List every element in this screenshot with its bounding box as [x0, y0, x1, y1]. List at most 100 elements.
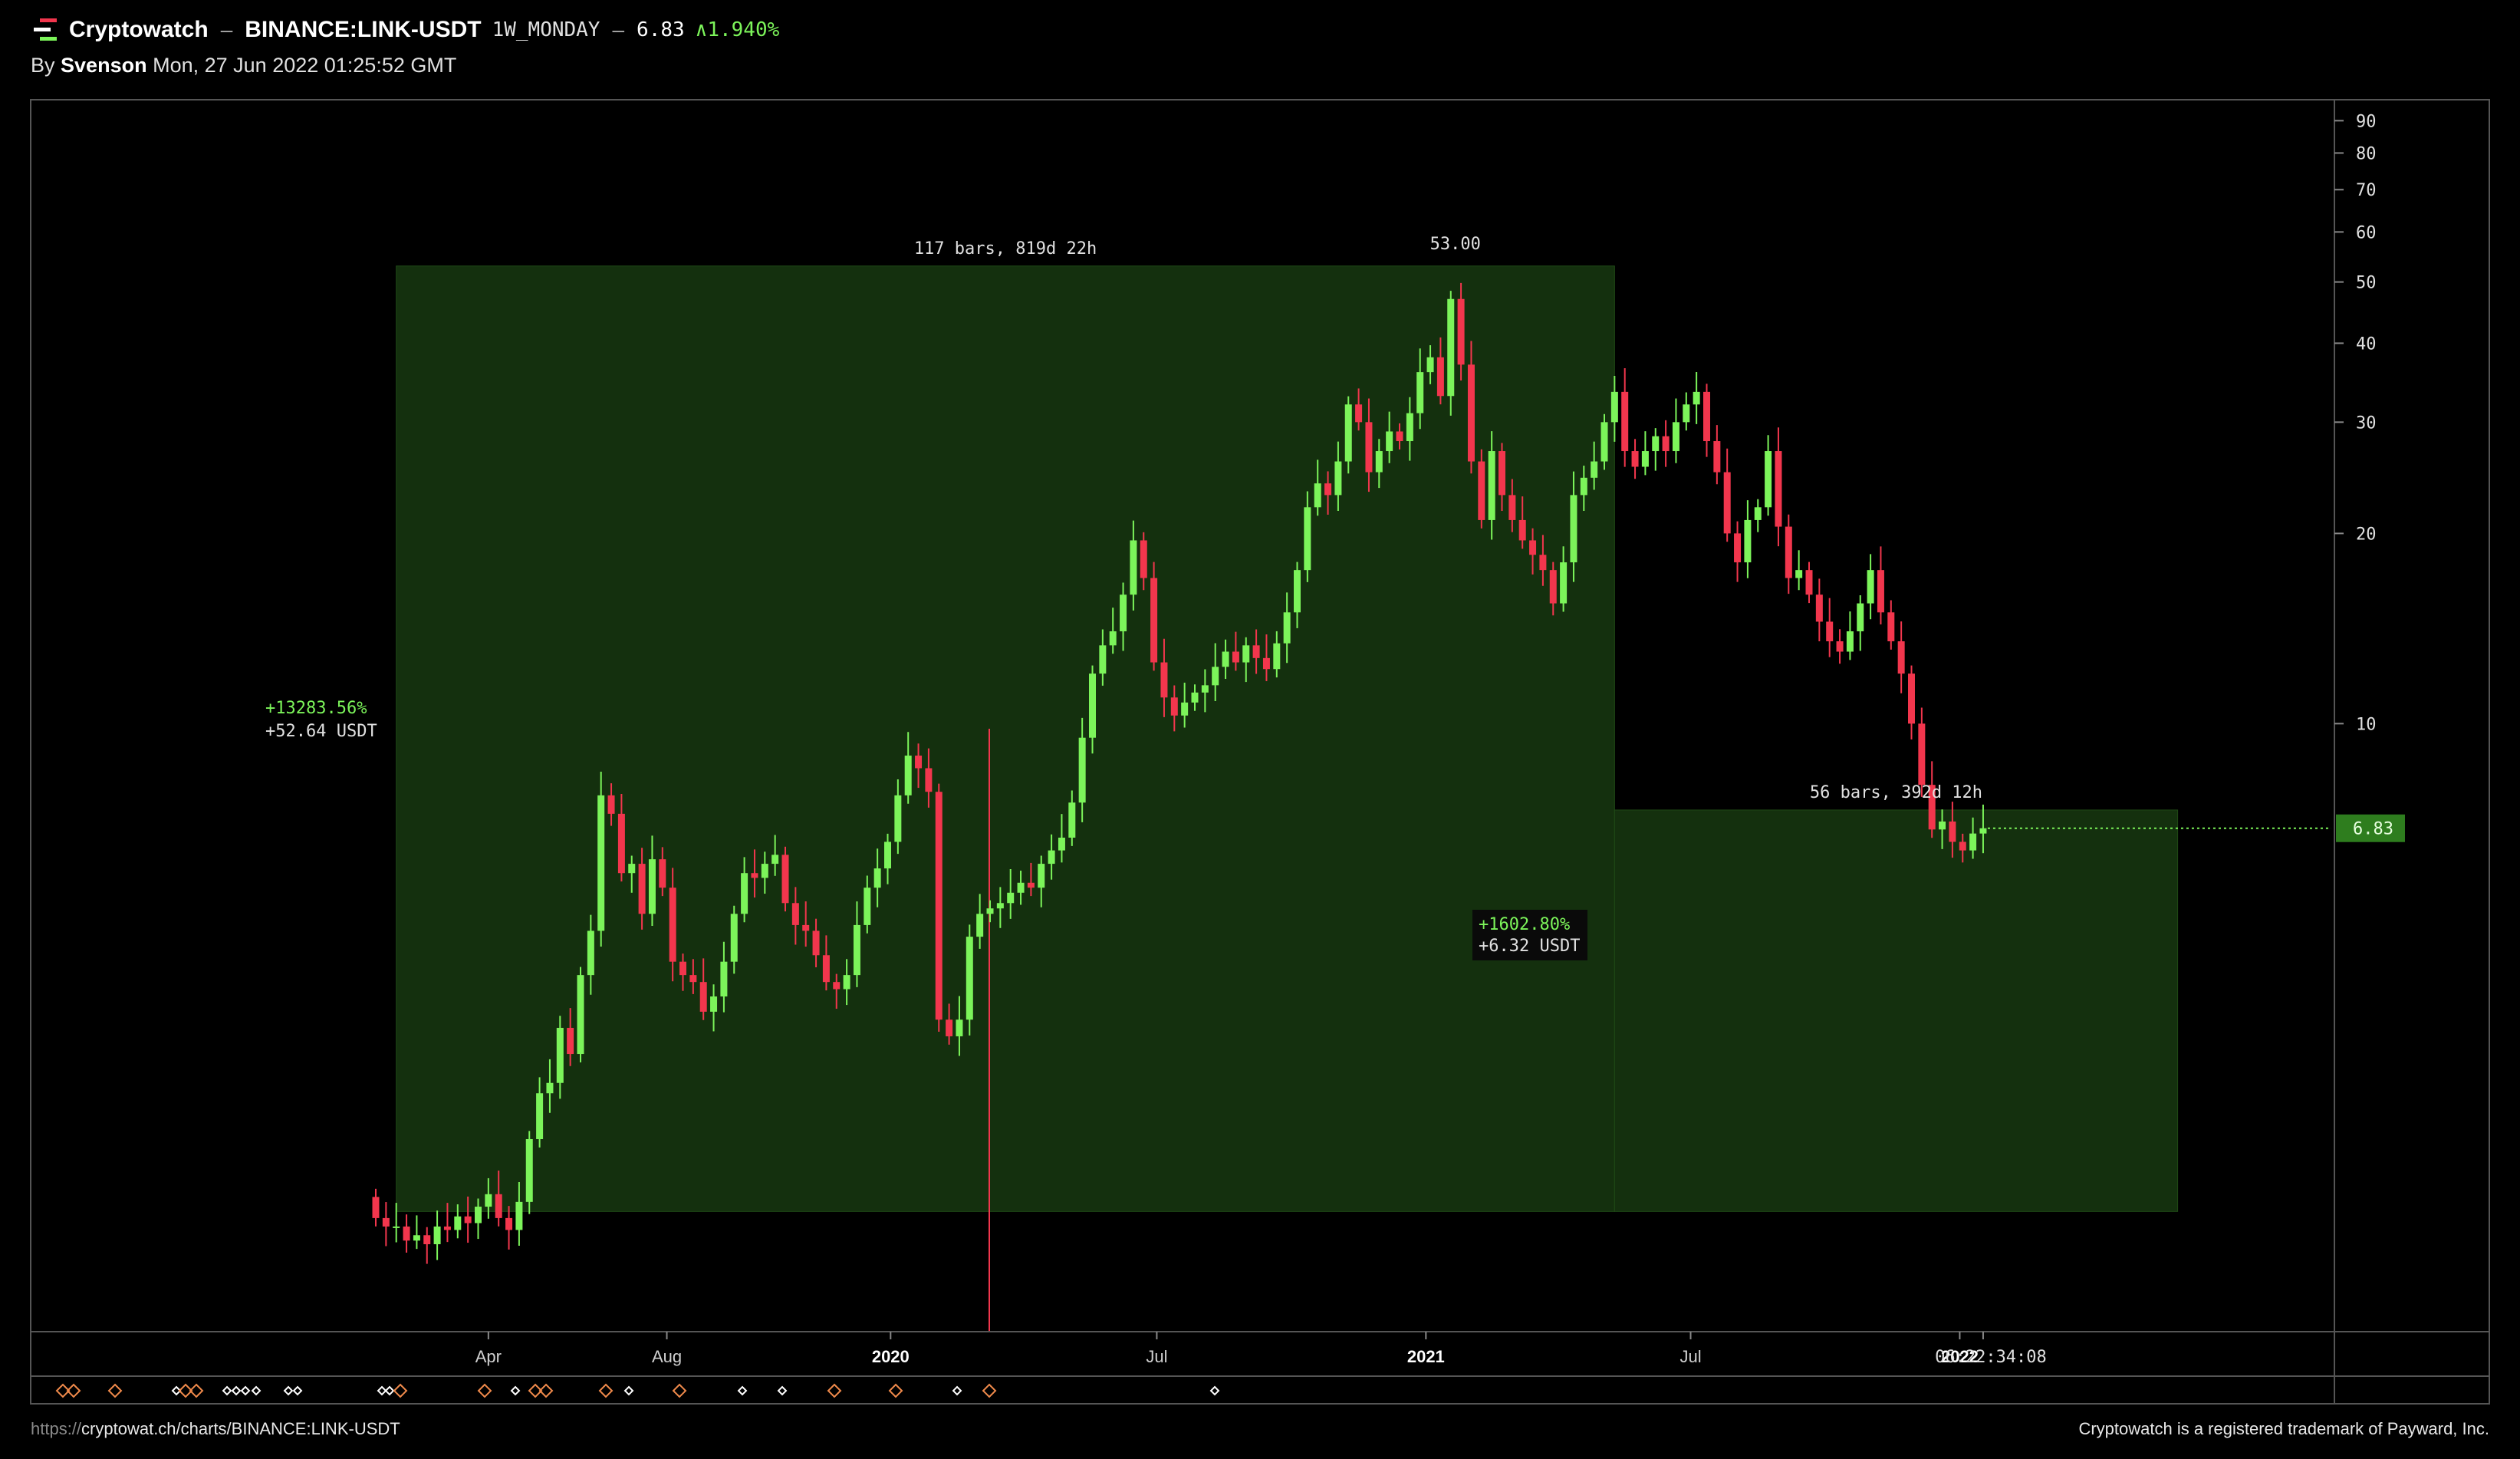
- candle-body: [669, 888, 676, 962]
- trademark-notice: Cryptowatch is a registered trademark of…: [2078, 1419, 2489, 1438]
- candle-body: [1334, 461, 1342, 496]
- price-change: ∧1.940%: [695, 18, 780, 41]
- candle-body: [1109, 631, 1117, 646]
- candle-body: [1232, 651, 1239, 663]
- event-marker-icon[interactable]: [384, 1385, 395, 1396]
- candle-body: [1723, 472, 1731, 534]
- x-tick-label: Jul: [1679, 1347, 1701, 1366]
- event-marker-icon[interactable]: [292, 1385, 303, 1396]
- candle-body: [679, 961, 686, 976]
- candle-body: [833, 982, 841, 990]
- candle-body: [1252, 645, 1260, 658]
- y-tick-label: 80: [2356, 144, 2377, 163]
- event-marker-icon[interactable]: [283, 1385, 294, 1396]
- candle-body: [1610, 391, 1618, 423]
- event-marker-icon[interactable]: [66, 1383, 81, 1398]
- candle-body: [710, 996, 718, 1012]
- candle-body: [1027, 882, 1035, 888]
- event-marker-icon[interactable]: [528, 1383, 543, 1398]
- event-marker-icon[interactable]: [737, 1385, 748, 1396]
- candle-body: [904, 756, 912, 795]
- event-marker-icon[interactable]: [538, 1383, 554, 1398]
- candle-body: [1304, 507, 1311, 571]
- y-tick-label: 90: [2356, 112, 2377, 131]
- candle-body: [1508, 495, 1516, 520]
- event-marker-icon[interactable]: [477, 1383, 492, 1398]
- candle-body: [1355, 404, 1363, 423]
- peak-price-label: 53.00: [1430, 235, 1481, 254]
- event-marker-icon[interactable]: [952, 1385, 962, 1396]
- candle-body: [1048, 850, 1055, 865]
- candle-body: [1099, 645, 1107, 674]
- market-pair: BINANCE:LINK-USDT: [245, 17, 482, 42]
- header-separator: –: [220, 18, 233, 41]
- chart-header: Cryptowatch – BINANCE:LINK-USDT 1W_MONDA…: [31, 11, 779, 49]
- y-tick-label: 10: [2356, 715, 2377, 734]
- candle-body: [597, 795, 605, 931]
- event-marker-icon[interactable]: [171, 1385, 182, 1396]
- candle-body: [1314, 483, 1321, 508]
- candle-body: [915, 756, 923, 769]
- publish-date: Mon, 27 Jun 2022 01:25:52 GMT: [153, 54, 457, 77]
- event-markers[interactable]: [55, 1383, 1220, 1398]
- event-marker-icon[interactable]: [231, 1385, 242, 1396]
- candle-body: [1191, 692, 1199, 703]
- event-marker-icon[interactable]: [222, 1385, 232, 1396]
- candle-body: [1683, 404, 1690, 423]
- brand-name[interactable]: Cryptowatch: [69, 17, 209, 42]
- event-marker-icon[interactable]: [827, 1383, 842, 1398]
- candle-body: [1130, 540, 1137, 595]
- candle-body: [946, 1019, 953, 1036]
- event-marker-icon[interactable]: [672, 1383, 687, 1398]
- candle-body: [935, 792, 943, 1020]
- event-marker-icon[interactable]: [55, 1383, 71, 1398]
- range-1-abs-label: +52.64 USDT: [265, 722, 377, 741]
- candle-body: [761, 864, 768, 878]
- event-marker-icon[interactable]: [598, 1383, 614, 1398]
- event-marker-icon[interactable]: [888, 1383, 903, 1398]
- event-marker-icon[interactable]: [393, 1383, 408, 1398]
- event-marker-icon[interactable]: [251, 1385, 262, 1396]
- candle-body: [1560, 562, 1568, 604]
- event-marker-icon[interactable]: [1209, 1385, 1220, 1396]
- candle-body: [443, 1226, 451, 1230]
- event-marker-icon[interactable]: [178, 1383, 193, 1398]
- range-1-pct-label: +13283.56%: [265, 699, 367, 718]
- candle-body: [1867, 570, 1874, 604]
- candle-body: [659, 859, 666, 888]
- candle-body: [423, 1235, 431, 1244]
- event-marker-icon[interactable]: [510, 1385, 521, 1396]
- event-marker-icon[interactable]: [240, 1385, 251, 1396]
- candle-body: [1600, 422, 1608, 462]
- x-tick-label: 2022: [1941, 1347, 1979, 1366]
- event-marker-icon[interactable]: [189, 1383, 204, 1398]
- event-marker-icon[interactable]: [982, 1383, 997, 1398]
- candle-body: [1170, 697, 1178, 716]
- event-marker-icon[interactable]: [377, 1385, 387, 1396]
- candle-body: [1908, 674, 1915, 724]
- candle-body: [1836, 641, 1844, 652]
- candle-body: [1815, 594, 1823, 622]
- candle-body: [1621, 391, 1629, 452]
- candle-body: [843, 975, 850, 990]
- candle-body: [607, 795, 615, 814]
- event-marker-icon[interactable]: [777, 1385, 788, 1396]
- candle-body: [1857, 603, 1864, 631]
- candle-body: [577, 975, 584, 1055]
- candle-body: [1580, 477, 1587, 496]
- timeframe-label: 1W_MONDAY: [492, 18, 600, 41]
- candle-body: [628, 864, 636, 874]
- chart-url[interactable]: https://cryptowat.ch/charts/BINANCE:LINK…: [31, 1419, 400, 1439]
- candle-body: [1693, 391, 1700, 405]
- x-tick-label: Jul: [1146, 1347, 1167, 1366]
- candle-body: [1365, 422, 1373, 473]
- candle-body: [536, 1093, 544, 1139]
- candle-body: [720, 961, 728, 997]
- candle-body: [894, 795, 902, 842]
- cryptowatch-logo-icon[interactable]: [31, 15, 60, 44]
- candle-body: [781, 855, 789, 904]
- event-marker-icon[interactable]: [107, 1383, 123, 1398]
- event-marker-icon[interactable]: [623, 1385, 634, 1396]
- candle-body: [1785, 526, 1792, 578]
